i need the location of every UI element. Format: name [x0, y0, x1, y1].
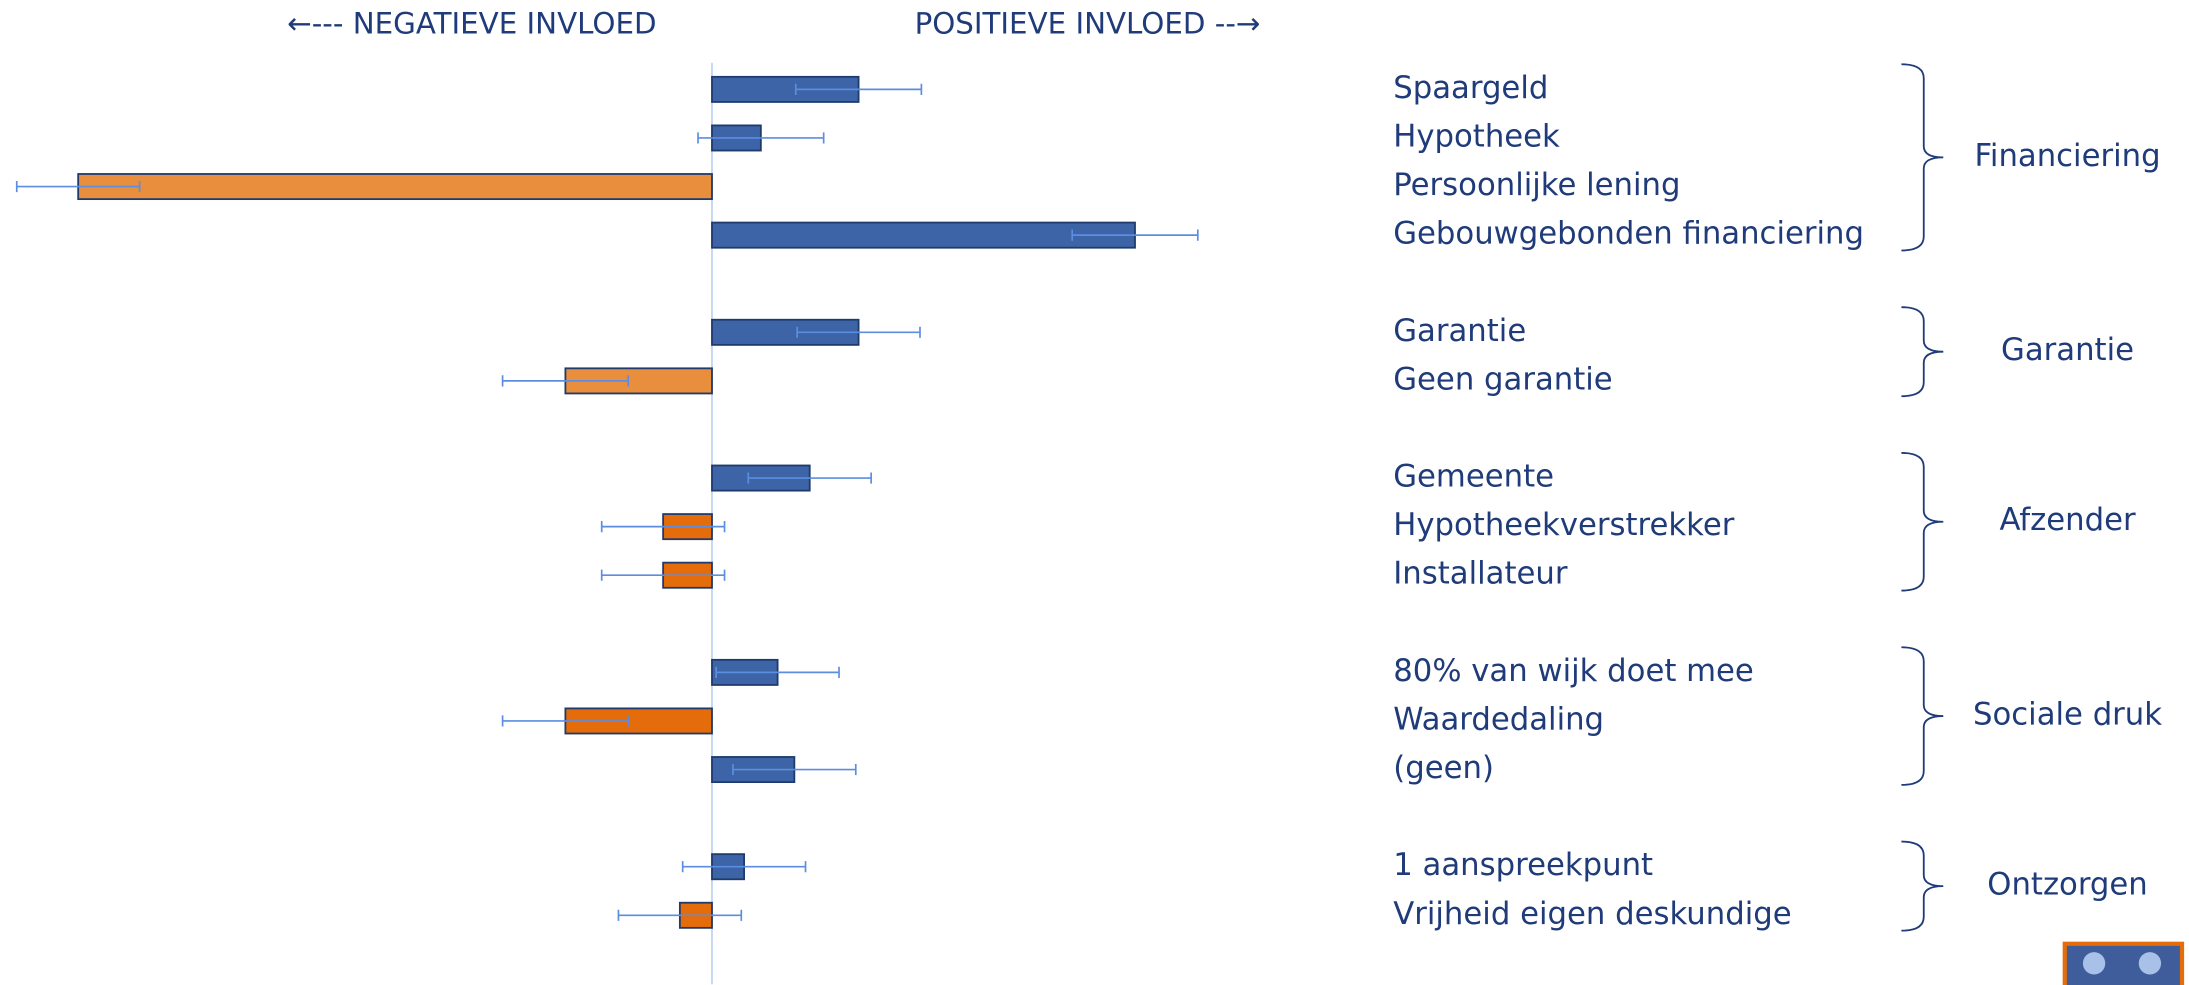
group-brace	[1901, 453, 1943, 591]
group-label: Sociale druk	[1973, 697, 2162, 733]
category-label: (geen)	[1393, 750, 1494, 786]
category-label: Gebouwgebonden financiering	[1393, 216, 1864, 252]
bar	[78, 174, 712, 199]
group-label: Afzender	[1999, 502, 2136, 538]
category-label: Gemeente	[1393, 459, 1554, 495]
category-label: 1 aanspreekpunt	[1393, 847, 1653, 883]
group-label: Financiering	[1974, 138, 2160, 174]
group-brace	[1901, 307, 1943, 396]
logo-detail	[2083, 952, 2105, 974]
group-brace	[1901, 647, 1943, 785]
logo-detail	[2139, 952, 2161, 974]
category-label: Hypotheekverstrekker	[1393, 507, 1734, 543]
group-brace	[1901, 64, 1943, 250]
group-brace	[1901, 842, 1943, 931]
category-label: Spaargeld	[1393, 70, 1548, 106]
chart: ←--- NEGATIEVE INVLOED POSITIEVE INVLOED…	[0, 0, 2189, 985]
category-label: Geen garantie	[1393, 361, 1612, 397]
group-label: Ontzorgen	[1987, 867, 2147, 903]
category-label: Persoonlijke lening	[1393, 167, 1680, 203]
positive-label: POSITIEVE INVLOED --→	[915, 7, 1261, 41]
logo-icon	[2065, 944, 2182, 985]
group-label: Garantie	[2001, 332, 2134, 368]
category-label: 80% van wijk doet mee	[1393, 653, 1754, 689]
negative-label: ←--- NEGATIEVE INVLOED	[287, 7, 656, 41]
category-label: Installateur	[1393, 556, 1568, 592]
page: {"chart_data": {"type": "bar", "left_lab…	[0, 0, 2189, 985]
category-label: Garantie	[1393, 313, 1526, 349]
category-label: Vrijheid eigen deskundige	[1393, 896, 1791, 932]
category-label: Waardedaling	[1393, 701, 1604, 737]
category-label: Hypotheek	[1393, 118, 1560, 154]
logo	[2065, 944, 2182, 985]
